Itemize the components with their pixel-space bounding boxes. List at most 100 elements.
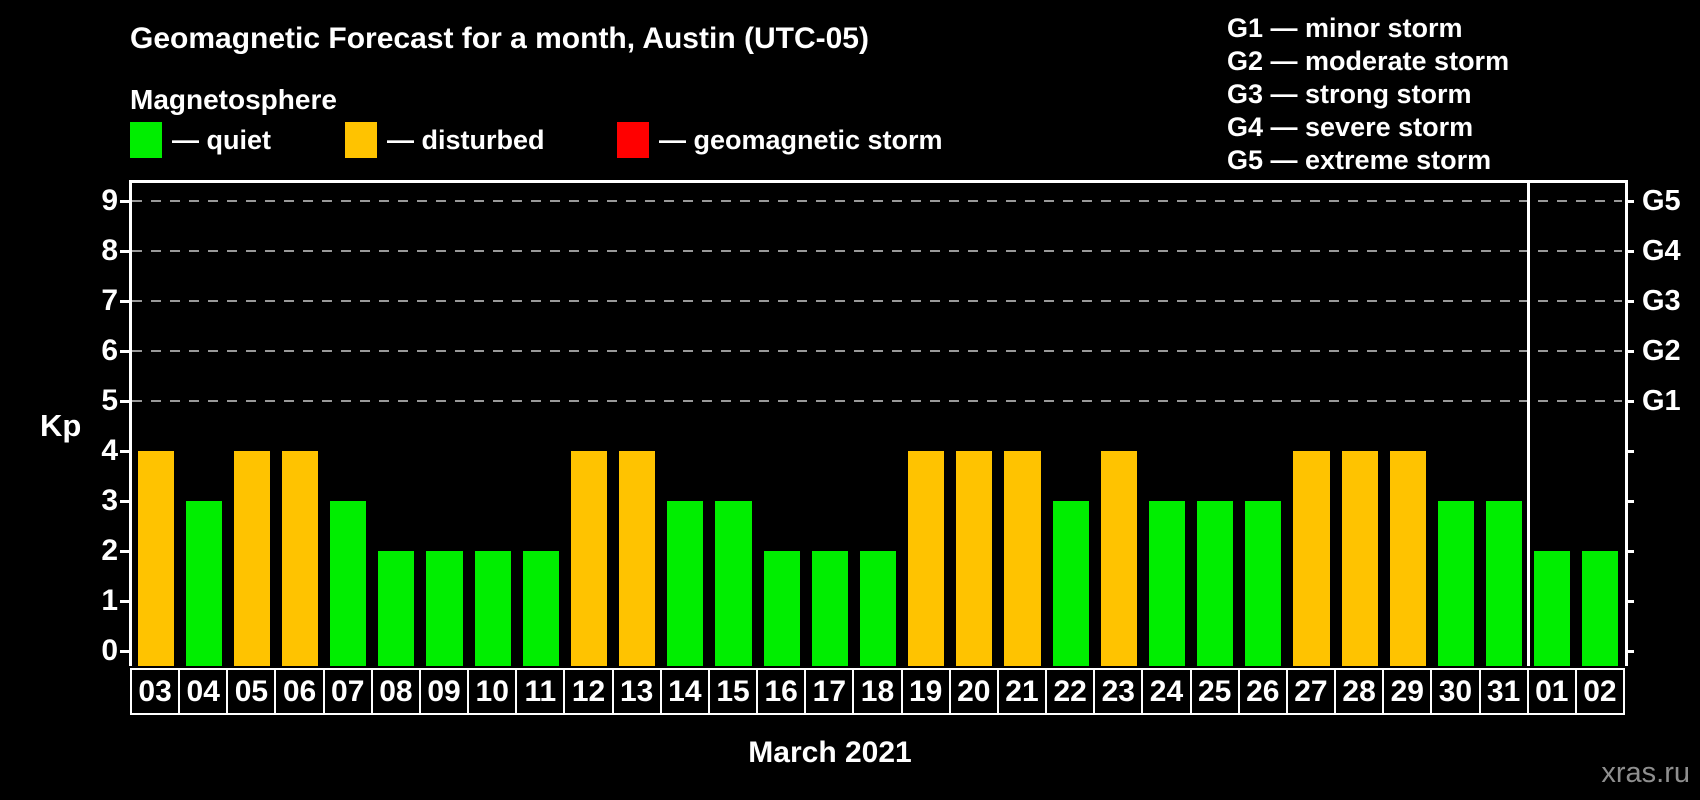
- y-tick-right-7: [1625, 300, 1634, 303]
- legend-label-storm: — geomagnetic storm: [659, 125, 943, 155]
- g-legend-item-g4: G4 — severe storm: [1227, 112, 1474, 142]
- bar-day-31: [1486, 501, 1523, 666]
- g-legend-item-g1: G1 — minor storm: [1227, 13, 1463, 43]
- y-tick-label-8: 8: [101, 234, 118, 267]
- y-axis-title: Kp: [40, 408, 82, 443]
- gridline-kp-9: [132, 200, 1622, 202]
- bar-day-21: [1004, 451, 1041, 666]
- y-tick-right-6: [1625, 350, 1634, 353]
- y-tick-left-1: [120, 600, 129, 603]
- bar-day-30: [1437, 501, 1474, 666]
- bar-day-26: [1245, 501, 1282, 666]
- bar-day-11: [522, 551, 559, 666]
- right-axis-label-g5: G5: [1642, 185, 1681, 217]
- day-label-23: 23: [1093, 668, 1144, 715]
- legend-item-storm: — geomagnetic storm: [617, 122, 947, 158]
- y-tick-right-8: [1625, 250, 1634, 253]
- y-tick-label-7: 7: [101, 284, 118, 317]
- gridline-kp-6: [132, 350, 1622, 352]
- bar-day-24: [1148, 501, 1186, 666]
- page-title: Geomagnetic Forecast for a month, Austin…: [130, 22, 869, 55]
- day-label-01: 01: [1526, 668, 1577, 715]
- gridline-kp-8: [132, 250, 1622, 252]
- bar-day-18: [859, 551, 897, 666]
- day-label-15: 15: [707, 668, 759, 715]
- y-tick-label-3: 3: [101, 484, 118, 517]
- day-label-02: 02: [1574, 668, 1625, 715]
- day-label-10: 10: [467, 668, 518, 715]
- day-label-28: 28: [1334, 668, 1385, 715]
- day-label-06: 06: [274, 668, 325, 715]
- bar-day-12: [570, 451, 608, 666]
- g-legend-item-g5: G5 — extreme storm: [1227, 145, 1492, 175]
- day-label-31: 31: [1478, 668, 1529, 715]
- day-label-27: 27: [1285, 668, 1337, 715]
- y-tick-label-6: 6: [101, 334, 118, 367]
- legend-label-disturbed: — disturbed: [387, 125, 545, 155]
- legend-item-quiet: — quiet: [130, 122, 460, 158]
- bar-day-17: [811, 551, 848, 666]
- right-axis-label-g4: G4: [1642, 235, 1681, 267]
- y-tick-right-4: [1625, 450, 1634, 453]
- bar-day-10: [474, 551, 511, 666]
- bar-day-13: [619, 451, 656, 666]
- y-tick-left-6: [120, 350, 129, 353]
- plot-border: [129, 180, 1628, 666]
- legend-swatch-quiet-icon: [130, 122, 162, 158]
- gridline-kp-5: [132, 400, 1622, 402]
- bar-day-07: [330, 501, 367, 666]
- day-label-05: 05: [226, 668, 277, 715]
- bar-day-20: [956, 451, 993, 666]
- bar-day-22: [1052, 501, 1089, 666]
- day-label-04: 04: [178, 668, 229, 715]
- day-label-19: 19: [900, 668, 951, 715]
- y-tick-right-3: [1625, 500, 1634, 503]
- day-label-30: 30: [1430, 668, 1481, 715]
- bar-day-15: [715, 501, 752, 666]
- y-tick-left-8: [120, 250, 129, 253]
- bar-day-14: [667, 501, 704, 666]
- watermark: xras.ru: [1601, 757, 1690, 789]
- bar-day-27: [1293, 451, 1330, 666]
- y-tick-left-3: [120, 500, 129, 503]
- y-tick-right-1: [1625, 600, 1634, 603]
- day-label-09: 09: [418, 668, 470, 715]
- g-legend-item-g3: G3 — strong storm: [1227, 79, 1472, 109]
- day-label-08: 08: [370, 668, 421, 715]
- bar-day-19: [908, 451, 945, 666]
- right-axis-label-g1: G1: [1642, 385, 1681, 417]
- day-label-03: 03: [130, 668, 181, 715]
- bar-day-16: [763, 551, 800, 666]
- day-label-21: 21: [996, 668, 1048, 715]
- y-tick-left-2: [120, 550, 129, 553]
- legend-swatch-storm-icon: [617, 122, 649, 158]
- legend-swatch-disturbed-icon: [345, 122, 377, 158]
- y-tick-right-2: [1625, 550, 1634, 553]
- y-tick-label-4: 4: [101, 434, 118, 467]
- bar-day-28: [1341, 451, 1378, 666]
- bar-day-01: [1534, 551, 1571, 666]
- magnetosphere-legend-title: Magnetosphere: [130, 84, 337, 115]
- bar-day-08: [378, 551, 415, 666]
- legend-item-disturbed: — disturbed: [345, 122, 675, 158]
- y-tick-right-9: [1625, 200, 1634, 203]
- day-label-16: 16: [756, 668, 807, 715]
- day-label-14: 14: [659, 668, 710, 715]
- y-tick-label-1: 1: [101, 584, 118, 617]
- bar-day-06: [281, 451, 319, 666]
- day-label-29: 29: [1382, 668, 1433, 715]
- bar-day-23: [1100, 451, 1137, 666]
- y-tick-label-9: 9: [101, 184, 118, 217]
- bar-day-25: [1197, 501, 1234, 666]
- right-axis-label-g2: G2: [1642, 335, 1681, 367]
- day-label-13: 13: [611, 668, 662, 715]
- right-axis-label-g3: G3: [1642, 285, 1681, 317]
- day-label-20: 20: [948, 668, 999, 715]
- bar-day-04: [185, 501, 222, 666]
- y-tick-right-0: [1625, 650, 1634, 653]
- day-label-12: 12: [563, 668, 614, 715]
- y-tick-label-0: 0: [101, 634, 118, 667]
- bar-day-09: [426, 551, 463, 666]
- g-legend-item-g2: G2 — moderate storm: [1227, 46, 1510, 76]
